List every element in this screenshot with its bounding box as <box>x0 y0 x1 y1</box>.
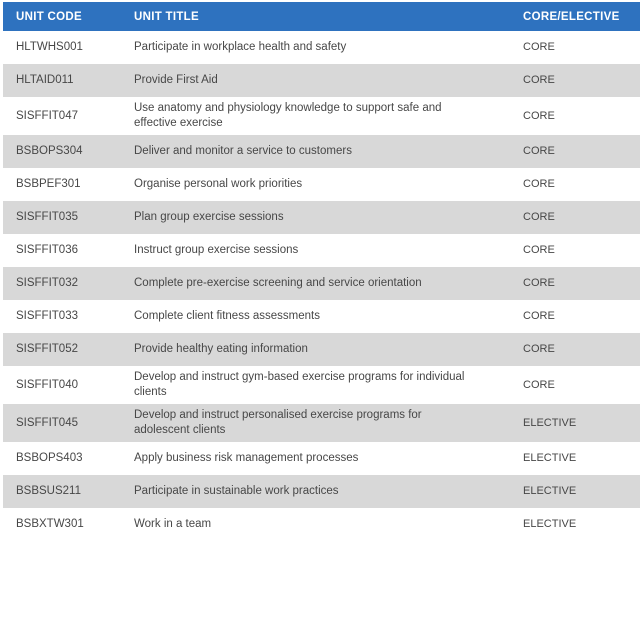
unit-title-text: Develop and instruct personalised exerci… <box>134 409 422 436</box>
unit-code-cell: BSBOPS304 <box>16 145 83 157</box>
column-header-unit-code: UNIT CODE <box>3 2 125 31</box>
unit-title-cell: Instruct group exercise sessions <box>125 234 521 267</box>
core-elective-cell: ELECTIVE <box>523 518 577 530</box>
unit-code-cell: SISFFIT035 <box>16 211 78 223</box>
unit-title-cell: Use anatomy and physiology knowledge to … <box>125 97 521 135</box>
unit-code-cell: BSBXTW301 <box>16 518 84 530</box>
unit-title-text: Instruct group exercise sessions <box>134 244 299 256</box>
table-row: HLTAID011 Provide First Aid CORE <box>3 64 640 97</box>
unit-title-cell: Complete pre-exercise screening and serv… <box>125 267 521 300</box>
unit-code-cell: SISFFIT032 <box>16 277 78 289</box>
unit-title-text: Develop and instruct gym-based exercise … <box>134 371 465 398</box>
unit-title-text: Complete client fitness assessments <box>134 310 320 322</box>
table-row: SISFFIT045 Develop and instruct personali… <box>3 404 640 442</box>
unit-title-text: Work in a team <box>134 518 212 530</box>
column-header-core-elective: CORE/ELECTIVE <box>521 2 640 31</box>
core-elective-cell: CORE <box>523 109 555 122</box>
core-elective-cell: CORE <box>523 343 555 355</box>
unit-title-cell: Participate in workplace health and safe… <box>125 31 521 64</box>
core-elective-cell: ELECTIVE <box>523 416 577 429</box>
units-table-container: UNIT CODE UNIT TITLE CORE/ELECTIVE HLTWH… <box>3 2 640 541</box>
unit-title-cell: Participate in sustainable work practice… <box>125 475 521 508</box>
units-table: UNIT CODE UNIT TITLE CORE/ELECTIVE HLTWH… <box>3 2 640 541</box>
core-elective-cell: CORE <box>523 378 555 391</box>
core-elective-cell: CORE <box>523 74 555 86</box>
unit-code-cell: HLTAID011 <box>16 74 74 86</box>
core-elective-cell: CORE <box>523 277 555 289</box>
core-elective-cell: ELECTIVE <box>523 485 577 497</box>
column-header-unit-title: UNIT TITLE <box>125 2 521 31</box>
unit-title-cell: Apply business risk management processes <box>125 442 521 475</box>
unit-title-text: Complete pre-exercise screening and serv… <box>134 277 422 289</box>
unit-code-cell: SISFFIT047 <box>16 109 78 122</box>
table-row: BSBSUS211 Participate in sustainable work… <box>3 475 640 508</box>
table-row: BSBPEF301 Organise personal work prioriti… <box>3 168 640 201</box>
unit-code-cell: HLTWHS001 <box>16 41 83 53</box>
unit-code-cell: BSBSUS211 <box>16 485 81 497</box>
table-row: SISFFIT033 Complete client fitness assess… <box>3 300 640 333</box>
table-row: SISFFIT035 Plan group exercise sessions CO… <box>3 201 640 234</box>
table-row: BSBXTW301 Work in a team ELECTIVE <box>3 508 640 541</box>
core-elective-cell: ELECTIVE <box>523 452 577 464</box>
unit-title-cell: Plan group exercise sessions <box>125 201 521 234</box>
core-elective-cell: CORE <box>523 211 555 223</box>
unit-title-cell: Deliver and monitor a service to custome… <box>125 135 521 168</box>
unit-title-cell: Develop and instruct personalised exerci… <box>125 404 521 442</box>
table-row: SISFFIT047 Use anatomy and physiology kno… <box>3 97 640 135</box>
unit-code-cell: SISFFIT040 <box>16 378 78 391</box>
unit-code-cell: SISFFIT036 <box>16 244 78 256</box>
unit-title-cell: Provide First Aid <box>125 64 521 97</box>
core-elective-cell: CORE <box>523 178 555 190</box>
unit-title-text: Plan group exercise sessions <box>134 211 284 223</box>
unit-title-text: Deliver and monitor a service to custome… <box>134 145 352 157</box>
table-row: SISFFIT040 Develop and instruct gym-based… <box>3 366 640 404</box>
table-row: BSBOPS403 Apply business risk management … <box>3 442 640 475</box>
core-elective-cell: CORE <box>523 145 555 157</box>
unit-code-cell: SISFFIT033 <box>16 310 78 322</box>
table-body: HLTWHS001 Participate in workplace health… <box>3 31 640 541</box>
unit-title-cell: Organise personal work priorities <box>125 168 521 201</box>
unit-title-text: Organise personal work priorities <box>134 178 303 190</box>
unit-title-cell: Develop and instruct gym-based exercise … <box>125 366 521 404</box>
unit-code-cell: BSBPEF301 <box>16 178 81 190</box>
table-header: UNIT CODE UNIT TITLE CORE/ELECTIVE <box>3 2 640 31</box>
unit-code-cell: SISFFIT045 <box>16 416 78 429</box>
table-row: SISFFIT036 Instruct group exercise sessio… <box>3 234 640 267</box>
table-row: SISFFIT032 Complete pre-exercise screenin… <box>3 267 640 300</box>
unit-title-text: Participate in sustainable work practice… <box>134 485 339 497</box>
unit-title-text: Provide healthy eating information <box>134 343 308 355</box>
unit-title-text: Provide First Aid <box>134 74 218 86</box>
unit-title-text: Participate in workplace health and safe… <box>134 41 347 53</box>
unit-title-cell: Complete client fitness assessments <box>125 300 521 333</box>
core-elective-cell: CORE <box>523 310 555 322</box>
core-elective-cell: CORE <box>523 244 555 256</box>
unit-code-cell: BSBOPS403 <box>16 452 83 464</box>
table-row: SISFFIT052 Provide healthy eating informa… <box>3 333 640 366</box>
unit-title-cell: Work in a team <box>125 508 521 541</box>
unit-title-cell: Provide healthy eating information <box>125 333 521 366</box>
unit-title-text: Apply business risk management processes <box>134 452 359 464</box>
unit-code-cell: SISFFIT052 <box>16 343 78 355</box>
core-elective-cell: CORE <box>523 41 555 53</box>
table-row: HLTWHS001 Participate in workplace health… <box>3 31 640 64</box>
unit-title-text: Use anatomy and physiology knowledge to … <box>134 102 442 129</box>
table-row: BSBOPS304 Deliver and monitor a service t… <box>3 135 640 168</box>
table-header-row: UNIT CODE UNIT TITLE CORE/ELECTIVE <box>3 2 640 31</box>
